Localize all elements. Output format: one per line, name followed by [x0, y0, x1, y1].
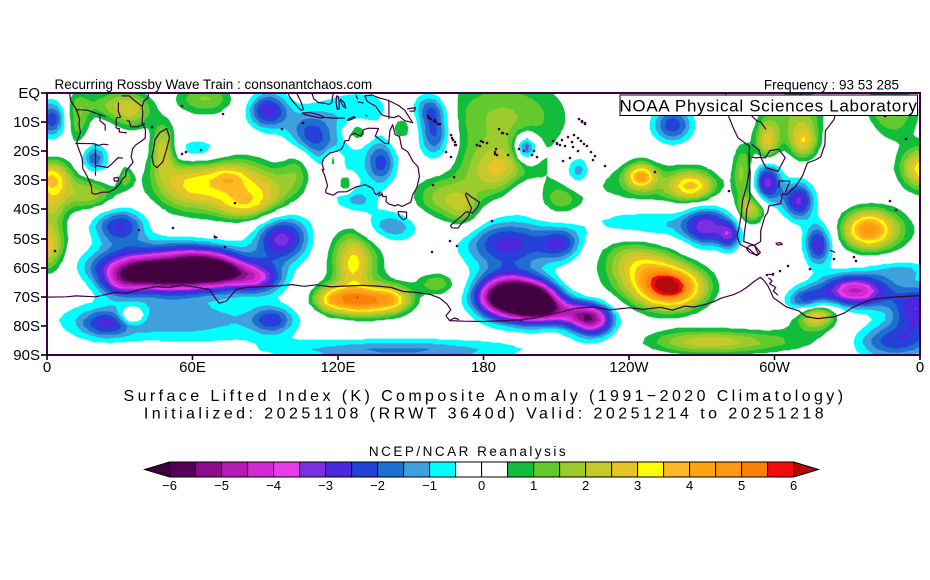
svg-text:20S: 20S — [13, 143, 40, 160]
svg-text:60S: 60S — [13, 260, 40, 277]
svg-text:Surface Lifted Index (K) Compo: Surface Lifted Index (K) Composite Anoma… — [124, 388, 847, 405]
svg-text:180: 180 — [471, 359, 496, 376]
svg-text:30S: 30S — [13, 172, 40, 189]
svg-text:−4: −4 — [266, 478, 281, 493]
svg-text:0: 0 — [43, 359, 51, 376]
svg-text:Frequency : 93 53 285: Frequency : 93 53 285 — [764, 78, 899, 93]
svg-text:70S: 70S — [13, 289, 40, 306]
svg-text:−1: −1 — [422, 478, 437, 493]
svg-text:NCEP/NCAR Reanalysis: NCEP/NCAR Reanalysis — [369, 444, 568, 459]
svg-text:90S: 90S — [13, 347, 40, 364]
svg-text:5: 5 — [738, 478, 745, 493]
svg-text:EQ: EQ — [18, 85, 40, 102]
svg-text:60E: 60E — [179, 359, 206, 376]
svg-text:−2: −2 — [370, 478, 385, 493]
svg-text:1: 1 — [530, 478, 537, 493]
svg-text:−3: −3 — [318, 478, 333, 493]
svg-text:2: 2 — [582, 478, 589, 493]
svg-text:−5: −5 — [214, 478, 229, 493]
svg-text:4: 4 — [686, 478, 693, 493]
svg-text:40S: 40S — [13, 201, 40, 218]
svg-text:60W: 60W — [759, 359, 791, 376]
svg-text:NOAA Physical Sciences Laborat: NOAA Physical Sciences Laboratory — [619, 97, 917, 116]
svg-text:120W: 120W — [609, 359, 649, 376]
svg-text:6: 6 — [790, 478, 797, 493]
svg-text:50S: 50S — [13, 231, 40, 248]
svg-text:3: 3 — [634, 478, 641, 493]
svg-text:10S: 10S — [13, 114, 40, 131]
svg-text:Initialized: 20251108 (RRWT 36: Initialized: 20251108 (RRWT 3640d) Valid… — [144, 406, 827, 423]
svg-text:80S: 80S — [13, 318, 40, 335]
svg-text:0: 0 — [478, 478, 485, 493]
svg-text:−6: −6 — [162, 478, 177, 493]
svg-text:0: 0 — [916, 359, 924, 376]
svg-text:Recurring Rossby Wave Train :: Recurring Rossby Wave Train : consonantc… — [55, 77, 373, 92]
svg-text:120E: 120E — [320, 359, 355, 376]
